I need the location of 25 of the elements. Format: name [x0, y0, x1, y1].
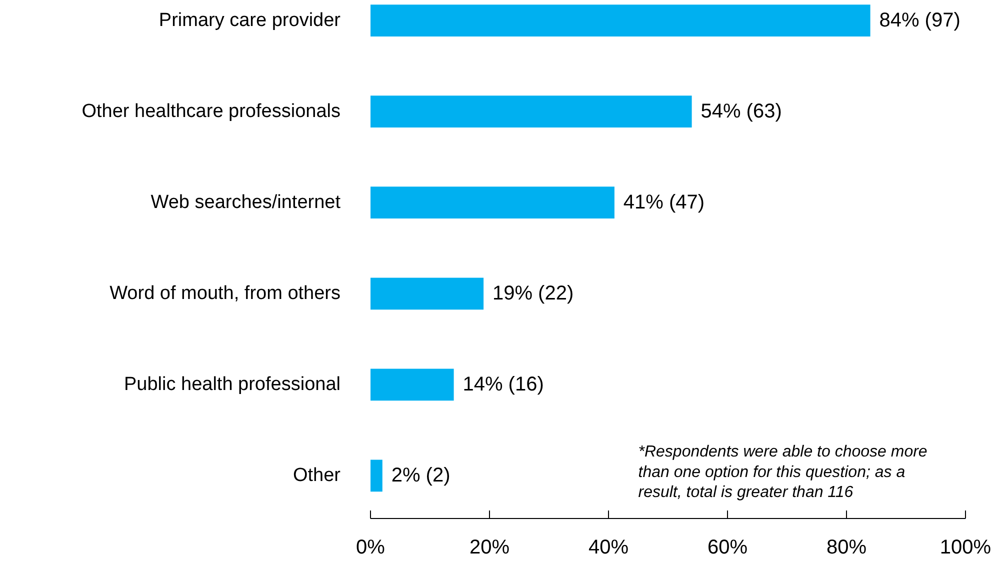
- bar: [370, 368, 454, 401]
- data-label: 19% (22): [492, 282, 574, 305]
- bar: [370, 96, 692, 128]
- bar: [370, 460, 382, 492]
- data-label: 84% (97): [879, 10, 960, 32]
- bar: [370, 4, 870, 36]
- y-tick-label: Web searches/internet: [150, 192, 342, 214]
- annotation: *Respondents were able to choose more than one option for this question; as a result, total is greater than 116: [638, 443, 928, 502]
- x-tick-label: 40%: [588, 536, 629, 558]
- bar: [370, 278, 484, 310]
- bar: [370, 186, 614, 219]
- y-tick-label: Word of mouth, from others: [110, 283, 340, 304]
- data-label: 14% (16): [462, 374, 544, 396]
- y-tick-label: Public health professional: [124, 374, 341, 396]
- data-label: 2% (2): [391, 464, 450, 487]
- data-label: 54% (63): [700, 100, 782, 123]
- data-label: 41% (47): [623, 192, 705, 214]
- x-tick-label: 20%: [469, 536, 510, 558]
- y-tick-label: Other healthcare professionals: [82, 101, 341, 122]
- x-tick-label: 0%: [356, 536, 386, 558]
- y-tick-label: Primary care provider: [158, 10, 342, 32]
- x-tick-label: 60%: [707, 536, 748, 558]
- x-tick-label: 100%: [940, 536, 992, 558]
- x-tick-label: 80%: [826, 536, 867, 558]
- y-tick-label: Other: [292, 465, 342, 486]
